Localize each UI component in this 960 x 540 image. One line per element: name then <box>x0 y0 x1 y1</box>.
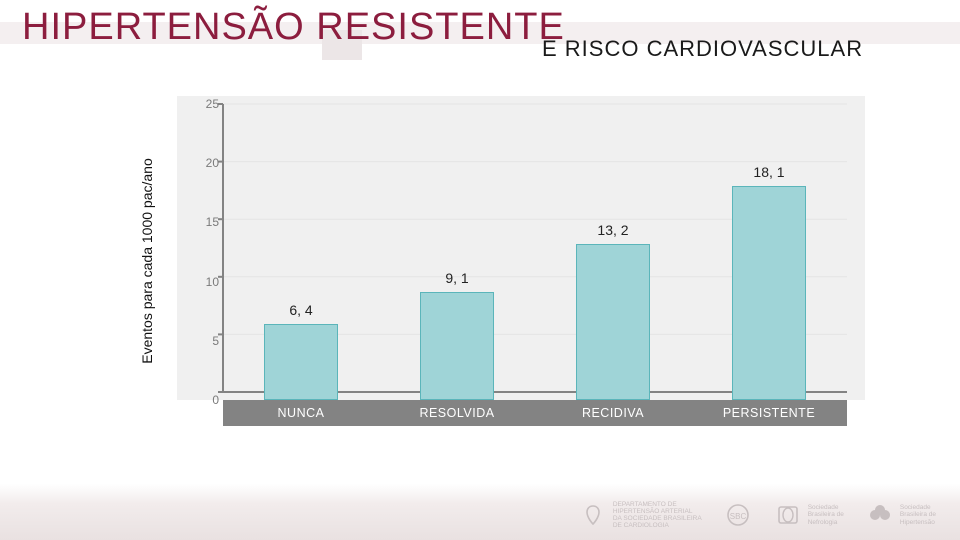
slide-subtitle: E RISCO CARDIOVASCULAR <box>542 36 863 62</box>
y-tick: 20 <box>206 156 219 170</box>
bar <box>732 186 806 400</box>
bar-value-label: 9, 1 <box>445 270 468 286</box>
chart-container: Eventos para cada 1000 pac/ano 0 5 10 15 20 2… <box>135 96 865 426</box>
x-tick-label: NUNCA <box>223 406 379 420</box>
y-tick: 25 <box>206 97 219 111</box>
dha-icon <box>579 502 607 528</box>
y-tick-labels: 0510152025 <box>191 104 219 400</box>
y-axis-label: Eventos para cada 1000 pac/ano <box>135 96 159 426</box>
logo-sbh: SociedadeBrasileira deHipertensão <box>866 502 936 528</box>
bar-value-label: 18, 1 <box>753 164 784 180</box>
y-axis-label-text: Eventos para cada 1000 pac/ano <box>139 158 155 364</box>
y-tick: 10 <box>206 275 219 289</box>
x-tick-label: RECIDIVA <box>535 406 691 420</box>
bar <box>576 244 650 400</box>
slide-title: HIPERTENSÃO RESISTENTE <box>22 6 565 49</box>
bar <box>420 292 494 400</box>
logo-sbc: SBC <box>724 502 752 528</box>
x-tick-label: RESOLVIDA <box>379 406 535 420</box>
x-axis: NUNCARESOLVIDARECIDIVAPERSISTENTE <box>223 400 847 426</box>
sbc-icon: SBC <box>724 502 752 528</box>
bar-value-label: 13, 2 <box>597 222 628 238</box>
y-tick: 15 <box>206 215 219 229</box>
logo-dha: DEPARTAMENTO DEHIPERTENSÃO ARTERIALDA SO… <box>579 502 702 528</box>
bar-slot: 6, 4 <box>223 104 379 400</box>
footer-logos: DEPARTAMENTO DEHIPERTENSÃO ARTERIALDA SO… <box>579 502 936 528</box>
bars-group: 6, 4 9, 1 13, 2 18, 1 <box>223 104 847 400</box>
y-tick: 5 <box>212 334 219 348</box>
x-tick-label: PERSISTENTE <box>691 406 847 420</box>
bar <box>264 324 338 400</box>
logo-text: SociedadeBrasileira deHipertensão <box>900 504 936 525</box>
logo-text: DEPARTAMENTO DEHIPERTENSÃO ARTERIALDA SO… <box>613 501 702 530</box>
y-tick: 0 <box>212 393 219 407</box>
logo-text: SociedadeBrasileira deNefrologia <box>808 504 844 525</box>
bar-slot: 13, 2 <box>535 104 691 400</box>
bar-slot: 9, 1 <box>379 104 535 400</box>
bar-slot: 18, 1 <box>691 104 847 400</box>
bar-value-label: 6, 4 <box>289 302 312 318</box>
svg-text:SBC: SBC <box>729 512 746 521</box>
sbn-icon <box>774 502 802 528</box>
logo-sbn: SociedadeBrasileira deNefrologia <box>774 502 844 528</box>
sbh-icon <box>866 502 894 528</box>
slide: HIPERTENSÃO RESISTENTE E RISCO CARDIOVAS… <box>0 0 960 540</box>
footer-band: DEPARTAMENTO DEHIPERTENSÃO ARTERIALDA SO… <box>0 484 960 540</box>
plot-area: 0 5 10 15 20 25 6, 4 9, 1 13, 2 18, 1 NUNCARESOL… <box>177 96 865 426</box>
